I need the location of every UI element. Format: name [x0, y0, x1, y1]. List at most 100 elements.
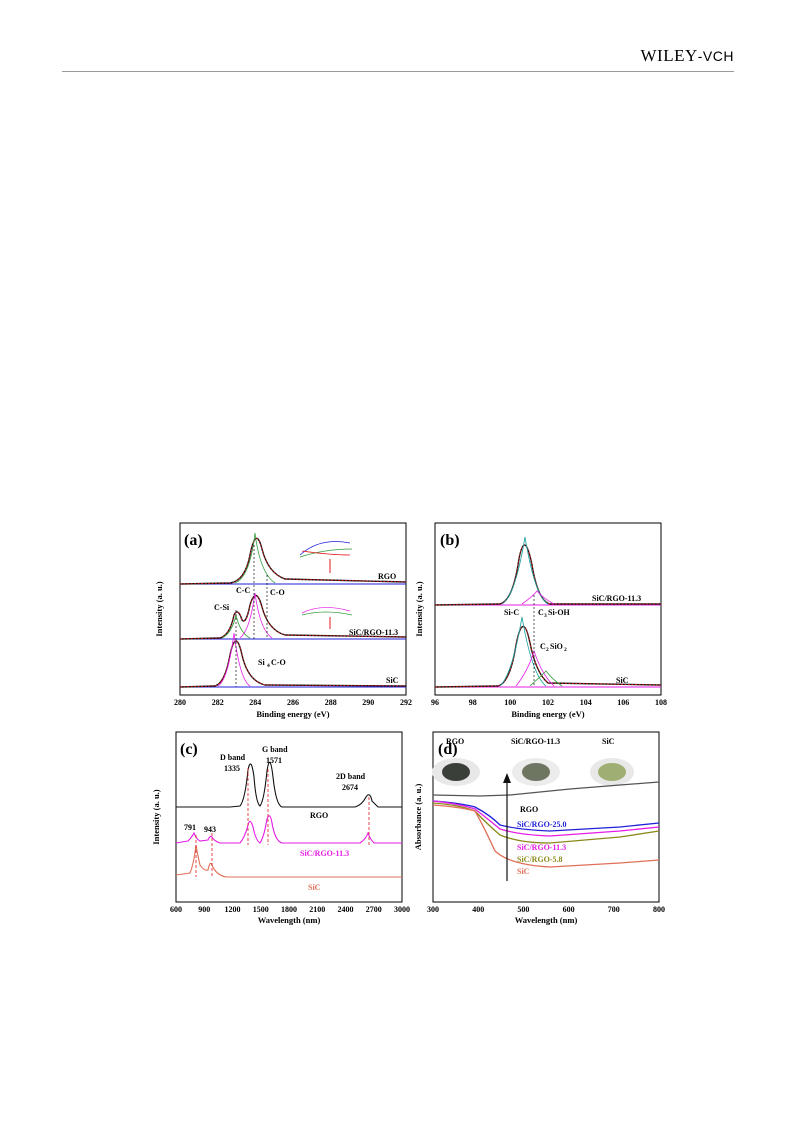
a-sic-csi [217, 632, 251, 687]
d-xtick-0: 300 [427, 905, 439, 914]
a-xlabel: Binding energy (eV) [256, 709, 329, 719]
b-xtick-5: 106 [617, 698, 629, 707]
c-xtick-3: 1500 [253, 905, 269, 914]
a-ylabel: Intensity (a. u.) [154, 581, 164, 636]
d-photo-label-rgo: RGO [446, 737, 464, 746]
a-xtick-0: 280 [174, 698, 186, 707]
a-trace-label-mid: SiC/RGO-11.3 [349, 628, 398, 637]
d-photo-label-sicrgo: SiC/RGO-11.3 [511, 737, 560, 746]
d-58-curve [432, 802, 660, 844]
c-ylabel: Intensity (a. u.) [151, 789, 161, 844]
d-trace-label-113: SiC/RGO-11.3 [517, 843, 566, 852]
panel-a: (a) [154, 522, 412, 719]
d-xticks: 300 400 500 600 700 800 [427, 905, 665, 914]
d-xtick-2: 500 [517, 905, 529, 914]
a-inset1-green [299, 548, 353, 558]
a-ann-cc: C-C [236, 586, 250, 595]
c-ann-1335: 1335 [224, 764, 240, 773]
b-xtick-1: 98 [469, 698, 477, 707]
c-trace-label-sic: SiC [308, 883, 321, 892]
d-rgo-curve [432, 781, 660, 797]
b-ann-c2sio2-sub2: 2 [564, 647, 567, 653]
figure-svg: .ax { fill: none; stroke: #000; stroke-w… [151, 522, 667, 925]
c-xtick-1: 900 [198, 905, 210, 914]
d-xlabel: Wavelength (nm) [515, 915, 578, 925]
b-ann-c2sio2-sio: SiO [550, 642, 563, 651]
c-sic-trace [175, 844, 402, 878]
a-inset1-blue [299, 541, 351, 556]
a-mid-fit [179, 595, 407, 640]
d-xtick-3: 600 [563, 905, 575, 914]
b-top-sic [501, 536, 549, 605]
d-photo-sic [590, 758, 634, 786]
a-xticks: 280 282 284 286 288 290 292 [174, 698, 412, 707]
b-xlabel: Binding energy (eV) [511, 709, 584, 719]
a-trace-label-rgo: RGO [378, 572, 396, 581]
c-ann-2674: 2674 [342, 783, 358, 792]
b-ann-sic: Si-C [504, 608, 519, 617]
b-bottom-fit [434, 626, 662, 688]
a-inset2-green [301, 611, 353, 616]
b-ann-c2sio2-c: C [540, 642, 546, 651]
c-rgo-trace [176, 761, 402, 808]
panel-b: (b) SiC/RGO-11.3 SiC Si-C C 3 Si-OH C 2 … [414, 522, 667, 719]
a-inset2-magenta [301, 607, 351, 614]
b-trace-label-bottom: SiC [616, 676, 629, 685]
d-xtick-1: 400 [472, 905, 484, 914]
a-xtick-4: 288 [325, 698, 337, 707]
b-ylabel: Intensity (a. u.) [414, 581, 424, 636]
publisher-logo: WILEY-VCH [641, 46, 735, 66]
c-trace-label-mid: SiC/RGO-11.3 [300, 849, 349, 858]
b-xtick-6: 108 [655, 698, 667, 707]
a-inset1-red [301, 550, 351, 556]
c-xtick-5: 2100 [309, 905, 325, 914]
c-xticks: 600 900 1200 1500 1800 2100 2400 2700 30… [170, 905, 410, 914]
c-xtick-0: 600 [170, 905, 182, 914]
c-trace-label-rgo: RGO [310, 811, 328, 820]
figure-container: .ax { fill: none; stroke: #000; stroke-w… [150, 515, 673, 929]
a-xtick-3: 286 [287, 698, 299, 707]
b-xtick-2: 100 [504, 698, 516, 707]
panel-b-frame [434, 522, 662, 696]
c-ann-1571: 1571 [266, 756, 282, 765]
c-xtick-8: 3000 [394, 905, 410, 914]
a-trace-label-sic: SiC [386, 676, 399, 685]
a-ann-co: C-O [270, 588, 285, 597]
a-sic-fit [179, 640, 407, 688]
b-bottom-sic [499, 616, 547, 687]
panel-c-frame [175, 731, 403, 903]
b-xtick-3: 102 [542, 698, 554, 707]
d-trace-label-25: SiC/RGO-25.0 [517, 820, 567, 829]
publisher-suffix: -VCH [697, 48, 734, 64]
a-rgo-trace [179, 537, 407, 585]
b-top-csioh [521, 590, 555, 605]
b-xticks: 96 98 100 102 104 106 108 [431, 698, 667, 707]
d-trace-label-rgo: RGO [520, 805, 538, 814]
b-xtick-0: 96 [431, 698, 439, 707]
d-113-curve [432, 800, 660, 837]
c-xtick-7: 2700 [366, 905, 382, 914]
b-ann-c2sio2-sub1: 2 [546, 647, 549, 653]
c-ann-791: 791 [184, 823, 196, 832]
panel-c: (c) D band 1335 G band 1571 2D band 2674… [151, 731, 410, 925]
d-trace-label-sic: SiC [517, 867, 530, 876]
b-xtick-4: 104 [580, 698, 592, 707]
c-ann-2dband: 2D band [336, 772, 366, 781]
c-ann-943: 943 [204, 825, 216, 834]
d-xtick-4: 700 [608, 905, 620, 914]
b-ann-c3sioh-rest: Si-OH [548, 608, 571, 617]
c-xtick-2: 1200 [225, 905, 241, 914]
panel-d-frame [432, 731, 660, 903]
a-sic-trace [179, 640, 407, 688]
panel-d: (d) RGO SiC/RGO-11.3 SiC [413, 731, 665, 925]
a-ann-csi: C-Si [214, 603, 230, 612]
a-xtick-1: 282 [212, 698, 224, 707]
a-rgo-cc [234, 532, 276, 584]
a-ann-si4co-rest: C-O [271, 658, 286, 667]
d-sic-curve [432, 804, 660, 868]
b-ann-c3sioh-c: C [538, 608, 544, 617]
c-ann-gband: G band [262, 745, 288, 754]
panel-b-label: (b) [440, 532, 460, 549]
a-xtick-6: 292 [400, 698, 412, 707]
panel-d-label: (d) [438, 741, 458, 758]
